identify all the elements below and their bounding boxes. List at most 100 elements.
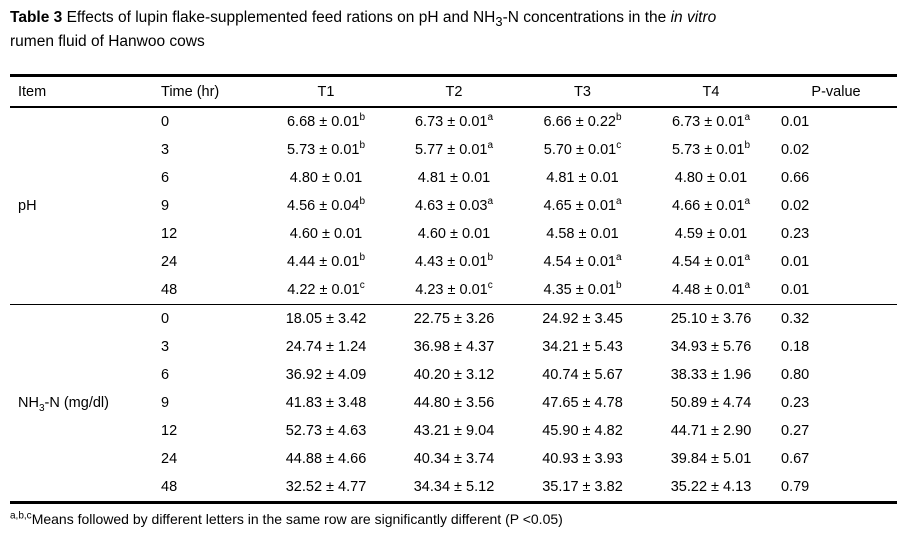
time-cell: 24	[161, 254, 178, 271]
value-cell: 34.93 ± 5.76	[670, 339, 752, 356]
value-cell: 5.77 ± 0.01a	[414, 140, 494, 159]
value-cell: 32.52 ± 4.77	[285, 479, 367, 496]
value-cell: 4.63 ± 0.03a	[414, 196, 494, 215]
value-cell: 6.66 ± 0.22b	[543, 112, 622, 131]
significance-letter: c	[616, 140, 622, 152]
column-header-t2: T2	[390, 75, 518, 109]
p-value-cell: 0.79	[781, 479, 810, 496]
value-cell: 47.65 ± 4.78	[542, 395, 623, 412]
value-cell: 35.22 ± 4.13	[670, 479, 752, 496]
time-cell: 6	[161, 170, 170, 187]
significance-letter: b	[615, 112, 622, 124]
table-row: 24 44.88 ± 4.66 40.34 ± 3.74 40.93 ± 3.93 39…	[10, 445, 897, 473]
table-row: 48 4.22 ± 0.01c 4.23 ± 0.01c 4.35 ± 0.01b 4.…	[10, 276, 897, 305]
significance-letter: b	[359, 140, 366, 152]
value-cell: 40.93 ± 3.93	[542, 451, 623, 468]
significance-letter: a	[487, 196, 494, 208]
column-header-t3: T3	[518, 75, 647, 109]
p-value-cell: 0.32	[775, 304, 897, 334]
value-cell: 5.70 ± 0.01c	[543, 140, 622, 159]
value-cell: 44.80 ± 3.56	[413, 395, 495, 412]
time-cell: 24	[161, 451, 178, 468]
time-cell: 12	[161, 226, 178, 243]
time-cell: 12	[161, 423, 178, 440]
p-value-cell: 0.66	[781, 170, 810, 187]
significance-letter: a	[744, 280, 751, 292]
value-cell: 4.56 ± 0.04b	[286, 196, 366, 215]
value-cell: 40.34 ± 3.74	[413, 451, 495, 468]
value-cell: 4.48 ± 0.01a	[671, 280, 751, 299]
value-cell: 6.73 ± 0.01a	[671, 112, 751, 131]
significance-letter: c	[359, 280, 365, 292]
time-cell: 48	[161, 282, 178, 299]
table-row: pH 0 6.68 ± 0.01b 6.73 ± 0.01a 6.66 ± 0.22b 6…	[10, 107, 897, 214]
value-cell: 4.59 ± 0.01	[674, 226, 748, 243]
p-value-cell: 0.18	[781, 339, 810, 356]
value-cell: 4.81 ± 0.01	[417, 170, 491, 187]
column-header-t4: T4	[647, 75, 775, 109]
p-value-cell: 0.01	[781, 254, 810, 271]
significance-letter: a	[487, 112, 494, 124]
p-value-cell: 0.67	[781, 451, 810, 468]
time-cell: 9	[161, 198, 170, 215]
value-cell: 34.34 ± 5.12	[413, 479, 495, 496]
value-cell: 43.21 ± 9.04	[413, 423, 495, 440]
value-cell: 4.43 ± 0.01b	[414, 252, 494, 271]
value-cell: 4.80 ± 0.01	[289, 170, 363, 187]
significance-letter: b	[359, 196, 366, 208]
table-footnote: a,b,cMeans followed by different letters…	[10, 510, 563, 528]
significance-letter: c	[487, 280, 493, 292]
value-cell: 5.73 ± 0.01b	[671, 140, 751, 159]
value-cell: 44.71 ± 2.90	[670, 423, 752, 440]
value-cell: 4.44 ± 0.01b	[286, 252, 366, 271]
value-cell: 35.17 ± 3.82	[542, 479, 623, 496]
table-row: 48 32.52 ± 4.77 34.34 ± 5.12 35.17 ± 3.82 35…	[10, 473, 897, 503]
table-header-row: Item Time (hr) T1 T2 T3 T4 P-value	[10, 75, 897, 109]
value-cell: 4.81 ± 0.01	[546, 170, 619, 187]
table-row: 3 5.73 ± 0.01b 5.77 ± 0.01a 5.70 ± 0.01c 5.7…	[10, 136, 897, 164]
value-cell: 4.35 ± 0.01b	[543, 280, 622, 299]
table-row: 24 4.44 ± 0.01b 4.43 ± 0.01b 4.54 ± 0.01a 4.…	[10, 248, 897, 276]
table-row: 3 24.74 ± 1.24 36.98 ± 4.37 34.21 ± 5.43 34.…	[10, 333, 897, 361]
item-label: NH3-N (mg/dl)	[10, 304, 152, 503]
value-cell: 6.73 ± 0.01a	[414, 112, 494, 131]
table-row: 12 4.60 ± 0.01 4.60 ± 0.01 4.58 ± 0.01 4.59 …	[10, 220, 897, 248]
table-body: pH 0 6.68 ± 0.01b 6.73 ± 0.01a 6.66 ± 0.22b 6…	[10, 107, 897, 503]
value-cell: 41.83 ± 3.48	[285, 395, 367, 412]
p-value-cell: 0.02	[781, 142, 810, 159]
time-cell: 48	[161, 479, 178, 496]
time-cell: 0	[161, 114, 170, 131]
value-cell: 36.92 ± 4.09	[285, 367, 367, 384]
p-value-cell: 0.23	[781, 226, 810, 243]
table-row: 6 4.80 ± 0.01 4.81 ± 0.01 4.81 ± 0.01 4.80 ±…	[10, 164, 897, 192]
table-caption: Table 3 Effects of lupin flake-supplemen…	[10, 9, 717, 51]
value-cell: 50.89 ± 4.74	[670, 395, 752, 412]
significance-letter: b	[744, 140, 751, 152]
table-row: 9 4.56 ± 0.04b 4.63 ± 0.03a 4.65 ± 0.01a 4.6…	[10, 192, 897, 220]
value-cell: 40.74 ± 5.67	[542, 367, 623, 384]
item-label: pH	[18, 198, 37, 215]
value-cell: 34.21 ± 5.43	[542, 339, 623, 356]
p-value-cell: 0.23	[781, 395, 810, 412]
time-cell: 3	[161, 339, 170, 356]
value-cell: 6.68 ± 0.01b	[286, 112, 366, 131]
results-table: Item Time (hr) T1 T2 T3 T4 P-value pH 0 6.68 ± 0…	[10, 74, 897, 505]
significance-letter: a	[744, 252, 751, 264]
value-cell: 52.73 ± 4.63	[285, 423, 367, 440]
value-cell: 4.54 ± 0.01a	[543, 252, 622, 271]
significance-letter: b	[487, 252, 494, 264]
value-cell: 39.84 ± 5.01	[670, 451, 752, 468]
value-cell: 40.20 ± 3.12	[413, 367, 495, 384]
value-cell: 4.23 ± 0.01c	[415, 280, 493, 299]
table-row: 9 41.83 ± 3.48 44.80 ± 3.56 47.65 ± 4.78 50.…	[10, 389, 897, 417]
p-value-cell: 0.01	[781, 282, 810, 299]
significance-letter: a	[615, 252, 622, 264]
value-cell: 4.60 ± 0.01	[417, 226, 491, 243]
significance-letter: b	[359, 112, 366, 124]
value-cell: 36.98 ± 4.37	[413, 339, 495, 356]
significance-letter: b	[615, 280, 622, 292]
value-cell: 4.65 ± 0.01a	[543, 196, 622, 215]
value-cell: 25.10 ± 3.76	[647, 304, 775, 334]
p-value-cell: 0.80	[781, 367, 810, 384]
